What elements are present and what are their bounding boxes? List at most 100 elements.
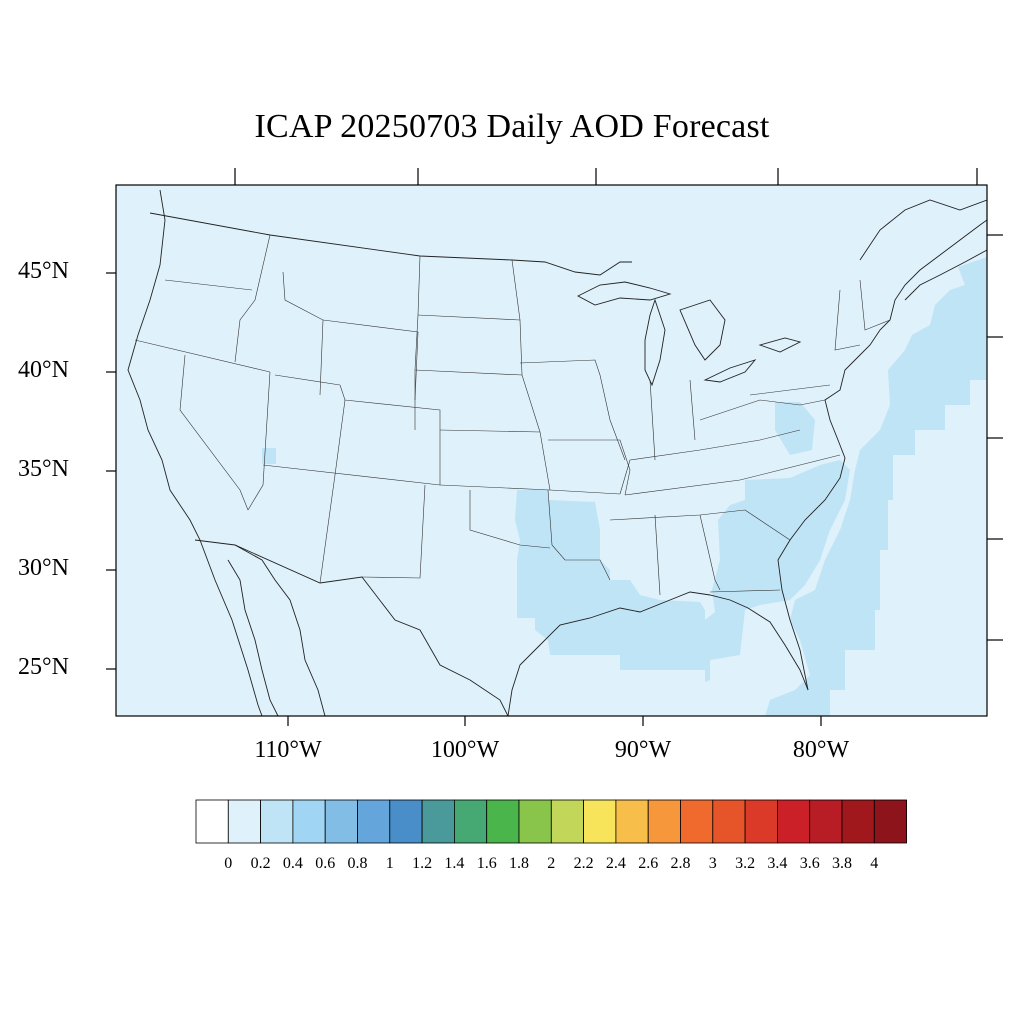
colorbar-box <box>712 799 746 844</box>
colorbar-tick-label: 0.2 <box>250 855 271 872</box>
plains-east-border <box>511 259 551 491</box>
nova-scotia-coast <box>904 249 987 301</box>
ut-co-border <box>334 399 346 476</box>
colorbar-tick-label: 2.8 <box>670 855 691 872</box>
gulf-coastline <box>507 591 809 716</box>
lat-label-40n: 40°N <box>18 357 69 383</box>
mt-wy-border <box>282 271 324 396</box>
colorbar-tick-label: 2.2 <box>573 855 594 872</box>
state-borders <box>134 234 891 596</box>
nv-east-border <box>247 371 271 511</box>
lon-label-90w: 90°W <box>614 737 672 763</box>
colorbar-tick-label: 1.2 <box>412 855 433 872</box>
colorbar-tick-label: 3.2 <box>735 855 756 872</box>
lake-erie <box>703 359 757 383</box>
pacific-coastline <box>127 189 263 716</box>
colorbar-box <box>647 799 681 844</box>
ny-new-england <box>834 289 861 351</box>
or-ca-border <box>134 339 271 373</box>
canada-atlantic-coast <box>859 199 987 261</box>
colorbar-box <box>680 799 714 844</box>
colorbar-box <box>486 799 520 844</box>
co-border <box>339 384 441 485</box>
in-oh-border <box>689 379 696 441</box>
colorbar-tick-label: 3.6 <box>799 855 820 872</box>
ca-nv-border <box>179 354 249 511</box>
lon-label-80w: 80°W <box>792 737 850 763</box>
colorbar-box <box>615 799 649 844</box>
colorbar-tick-label: 4 <box>870 855 879 872</box>
colorbar-box <box>583 799 617 844</box>
colorbar-box <box>195 799 229 844</box>
colorbar-box <box>260 799 294 844</box>
al-ga-border <box>699 514 721 591</box>
wa-or-border <box>164 279 253 291</box>
colorbar-tick-label: 1.6 <box>476 855 497 872</box>
colorbar-box <box>453 799 488 844</box>
lat-label-25n: 25°N <box>18 654 69 680</box>
colorbar-tick-label: 0.4 <box>282 855 303 872</box>
lake-michigan <box>644 298 666 387</box>
wy-border <box>322 319 419 401</box>
ky-tn-border <box>619 429 801 495</box>
colorbar-box <box>324 799 358 844</box>
atlantic-aod-plume <box>765 257 987 716</box>
lat-label-30n: 30°N <box>18 555 69 581</box>
colorbar-tick-label: 1.4 <box>444 855 465 872</box>
colorbar-box <box>841 799 875 844</box>
ok-tx-border <box>469 490 551 549</box>
colorbar-tick-label: 0 <box>224 855 233 872</box>
colorbar-labels: 0 0.2 0.4 0.6 0.8 1 1.2 1.4 1.6 1.8 2 2.2 2.4 2.6 2.8 3… <box>0 855 1024 875</box>
ga-sc-border <box>744 509 791 541</box>
colorbar-tick-label: 2 <box>547 855 556 872</box>
lon-label-100w: 100°W <box>430 737 500 763</box>
sd-ne-border <box>414 369 523 376</box>
lon-label-110w: 110°W <box>254 737 322 763</box>
colorbar-box <box>227 799 262 844</box>
lat-label-45n: 45°N <box>18 258 69 284</box>
coastlines-and-borders <box>127 189 987 716</box>
mo-border <box>548 439 631 496</box>
colorbar-box <box>873 799 907 844</box>
id-border <box>234 234 271 363</box>
canada-border <box>149 212 632 276</box>
colorbar-box <box>357 799 391 844</box>
colorbar <box>195 799 907 844</box>
ne-ks-border <box>439 429 541 433</box>
four-corners-line <box>262 464 441 486</box>
colorbar-box <box>809 799 843 844</box>
colorbar-tick-label: 3.8 <box>832 855 852 872</box>
lake-ontario <box>758 337 802 353</box>
colorbar-box <box>550 799 584 844</box>
mn-ia-border <box>519 359 601 376</box>
colorbar-tick-label: 2.4 <box>605 855 626 872</box>
colorbar-tick-label: 0.6 <box>315 855 336 872</box>
tn-south-border <box>624 454 841 496</box>
colorbar-tick-label: 2.6 <box>638 855 659 872</box>
colorbar-box <box>518 799 552 844</box>
ga-fl-border <box>709 589 781 593</box>
mason-dixon <box>699 399 826 421</box>
colorbar-box <box>777 799 811 844</box>
colorbar-box <box>744 799 778 844</box>
colorbar-tick-label: 1 <box>385 855 394 872</box>
lake-huron <box>679 299 726 361</box>
lat-label-35n: 35°N <box>18 456 69 482</box>
mexico-west-coast <box>234 544 326 716</box>
mexico-border <box>194 539 509 716</box>
az-nm-border <box>319 474 336 584</box>
id-ut-border <box>274 374 341 386</box>
gulf-of-california-west <box>227 559 279 716</box>
nd-sd-ne-west-border <box>414 255 421 430</box>
vt-nh-border <box>859 279 891 331</box>
ms-al-border <box>654 514 661 596</box>
il-west-border <box>599 374 626 461</box>
map-title: ICAP 20250703 Daily AOD Forecast <box>254 108 770 145</box>
colorbar-tick-label: 1.8 <box>509 855 529 872</box>
nm-tx-border <box>361 484 426 579</box>
southeast-aod-region <box>705 460 850 682</box>
colorbar-box <box>292 799 326 844</box>
ar-la-border <box>547 489 611 581</box>
arizona-aod-cell <box>262 448 276 464</box>
